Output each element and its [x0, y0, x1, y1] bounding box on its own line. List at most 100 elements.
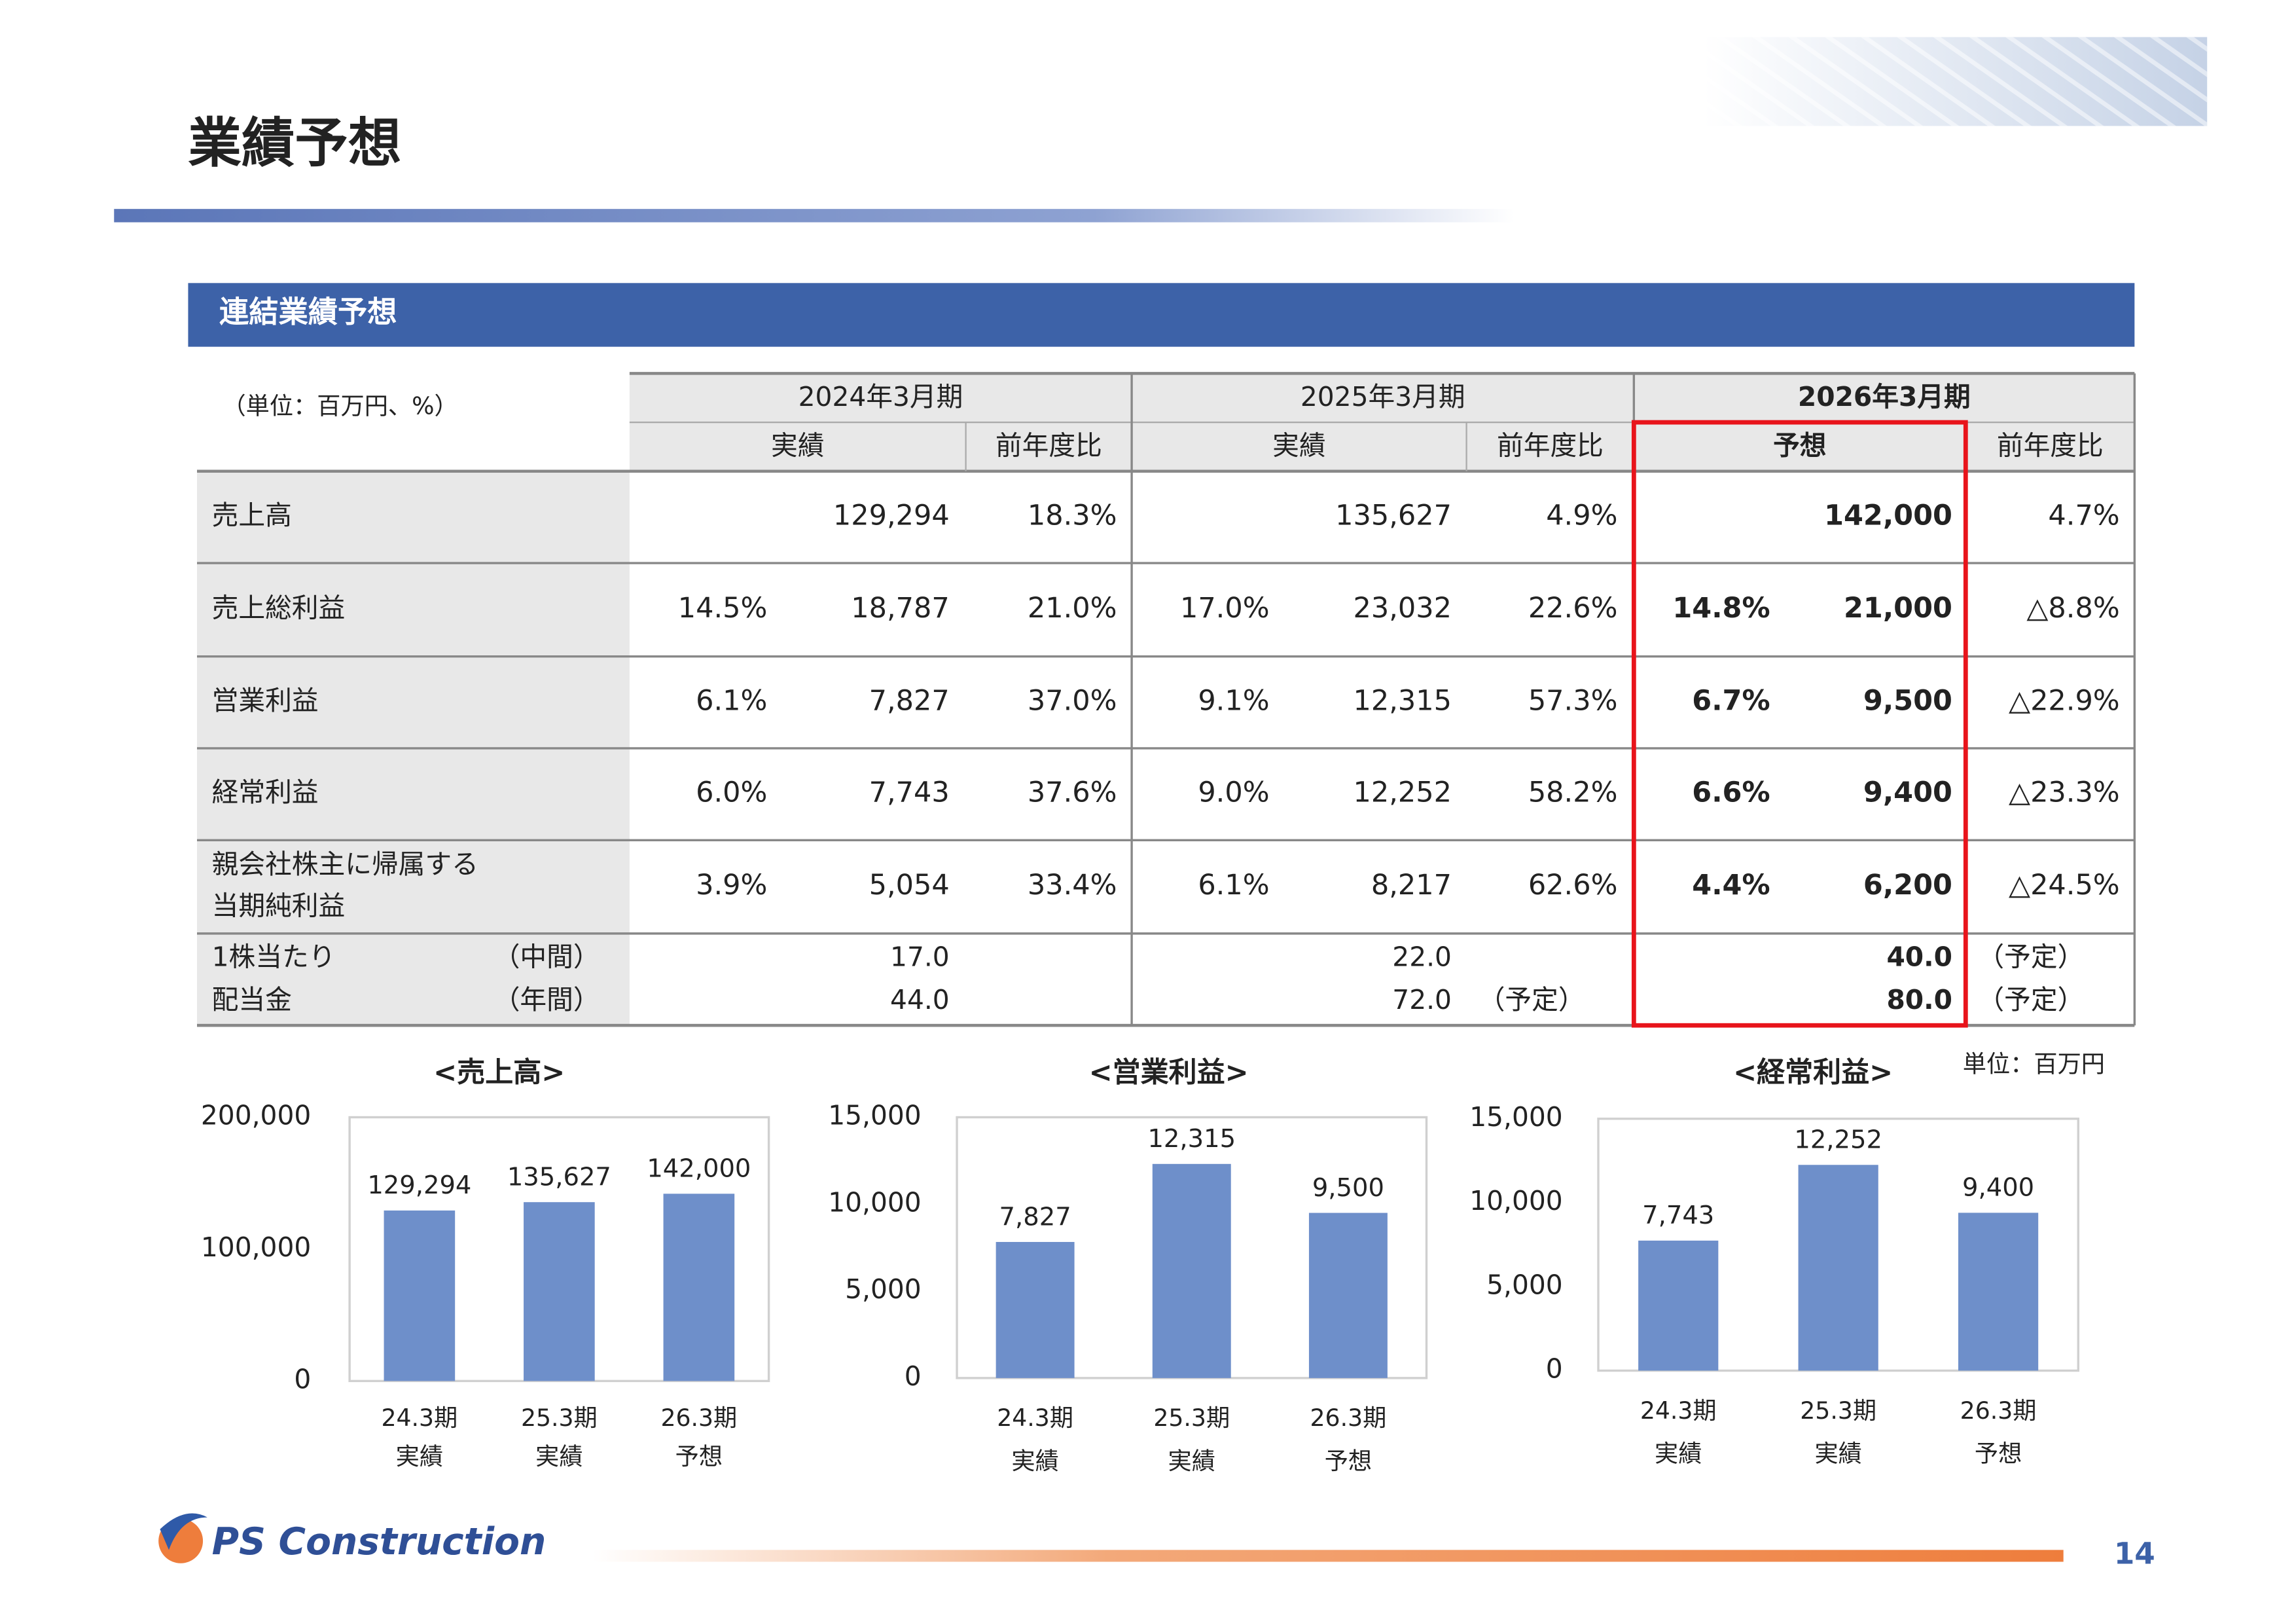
x-tick-label: 実績 [1168, 1447, 1215, 1475]
row-label: 配当金 [212, 984, 292, 1015]
y-tick-label: 10,000 [828, 1186, 921, 1218]
data-label: 129,294 [367, 1171, 471, 1200]
cell: △8.8% [2026, 592, 2119, 625]
x-tick-label: 24.3期 [1640, 1396, 1717, 1425]
cell: 7,827 [869, 684, 950, 717]
y-tick-label: 15,000 [1469, 1101, 1562, 1133]
x-tick-label: 実績 [396, 1442, 443, 1470]
x-tick-label: 26.3期 [1960, 1396, 2037, 1425]
data-label: 135,627 [507, 1162, 611, 1192]
cell: 33.4% [1028, 869, 1117, 902]
bar [996, 1241, 1075, 1378]
x-tick-label: 実績 [535, 1442, 583, 1470]
cell: 9.1% [1198, 684, 1269, 717]
x-tick-label: 実績 [1655, 1440, 1702, 1468]
cell: 14.5% [678, 592, 768, 625]
sub-header: 前年度比 [1997, 430, 2104, 462]
sub-header: 予想 [1773, 430, 1826, 462]
cell: 5,054 [869, 869, 950, 902]
cell: 3.9% [696, 869, 767, 902]
cell: 44.0 [890, 984, 950, 1015]
cell: 4.9% [1546, 499, 1617, 532]
bar [663, 1194, 735, 1381]
section-bar [188, 283, 2135, 347]
cell: 40.0 [1886, 941, 1952, 972]
cell: 21,000 [1844, 592, 1952, 625]
bar [1638, 1240, 1719, 1371]
y-tick-label: 200,000 [201, 1100, 311, 1131]
cell: 72.0 [1392, 984, 1452, 1015]
x-tick-label: 25.3期 [1153, 1404, 1230, 1432]
data-label: 7,743 [1642, 1201, 1714, 1230]
row-label: 1株当たり [212, 941, 336, 972]
cell: 6,200 [1863, 869, 1952, 902]
logo-text: PS Construction [212, 1520, 547, 1563]
cell: 62.6% [1528, 869, 1618, 902]
y-tick-label: 5,000 [1486, 1269, 1563, 1300]
unit-label: （単位：百万円、%） [222, 392, 457, 420]
cell: 21.0% [1028, 592, 1117, 625]
bar [1798, 1165, 1878, 1371]
cell: 6.1% [696, 684, 767, 717]
bar [384, 1210, 456, 1381]
cell: 6.1% [1198, 869, 1269, 902]
cell: 142,000 [1824, 499, 1952, 532]
cell: 18.3% [1028, 499, 1117, 532]
cell: 17.0 [890, 941, 950, 972]
cell: 12,252 [1353, 776, 1451, 809]
sub-header: 実績 [1272, 430, 1325, 462]
forecast-highlight [1631, 420, 1968, 1028]
data-label: 12,315 [1147, 1124, 1236, 1154]
y-tick-label: 0 [1546, 1353, 1563, 1385]
y-tick-label: 100,000 [201, 1231, 311, 1263]
data-label: 12,252 [1794, 1125, 1882, 1155]
row-label: 売上高 [212, 500, 292, 531]
chart-unit: 単位：百万円 [1963, 1049, 2105, 1078]
cell: 4.7% [2048, 499, 2119, 532]
x-tick-label: 26.3期 [660, 1404, 737, 1432]
title-rule [114, 209, 1515, 223]
x-tick-label: 予想 [1325, 1447, 1372, 1475]
cell: 6.7% [1692, 684, 1770, 717]
cell: 14.8% [1672, 592, 1770, 625]
cell: 4.4% [1692, 869, 1770, 902]
cell: 7,743 [869, 776, 950, 809]
row-label: 営業利益 [212, 685, 319, 716]
cell: 22.0 [1392, 941, 1452, 972]
cell: 9.0% [1198, 776, 1269, 809]
cell: 6.6% [1692, 776, 1770, 809]
decor-stripe-pattern [1703, 37, 2208, 126]
cell: 129,294 [833, 499, 950, 532]
x-tick-label: 25.3期 [521, 1404, 598, 1432]
row-label: 親会社株主に帰属する [212, 848, 478, 880]
x-tick-label: 24.3期 [997, 1404, 1073, 1432]
row-label: 当期純利益 [212, 890, 346, 921]
sub-header: 前年度比 [996, 430, 1102, 462]
cell-note: （予定） [1977, 984, 2084, 1015]
cell: 22.6% [1528, 592, 1618, 625]
row-label: 売上総利益 [212, 592, 346, 623]
cell: 80.0 [1886, 984, 1952, 1015]
chart-title: <経常利益> [1733, 1056, 1893, 1089]
sub-header: 前年度比 [1497, 430, 1604, 462]
cell: 135,627 [1335, 499, 1452, 532]
x-tick-label: 予想 [675, 1442, 723, 1470]
cell: △23.3% [2009, 776, 2120, 809]
plot-area [1597, 1118, 2080, 1372]
x-tick-label: 実績 [1011, 1447, 1058, 1475]
bar [1958, 1213, 2039, 1371]
data-label: 9,400 [1962, 1173, 2034, 1203]
cell: 58.2% [1528, 776, 1618, 809]
cell: 37.0% [1028, 684, 1117, 717]
x-tick-label: 25.3期 [1800, 1396, 1876, 1425]
bar [1308, 1213, 1388, 1378]
x-tick-label: 予想 [1975, 1440, 2022, 1468]
cell: 18,787 [851, 592, 949, 625]
cell: 17.0% [1180, 592, 1270, 625]
footer-rule [592, 1550, 2064, 1562]
logo-swoosh [160, 1513, 207, 1550]
cell: 9,400 [1863, 776, 1952, 809]
y-tick-label: 15,000 [828, 1100, 921, 1131]
x-tick-label: 24.3期 [381, 1404, 457, 1432]
